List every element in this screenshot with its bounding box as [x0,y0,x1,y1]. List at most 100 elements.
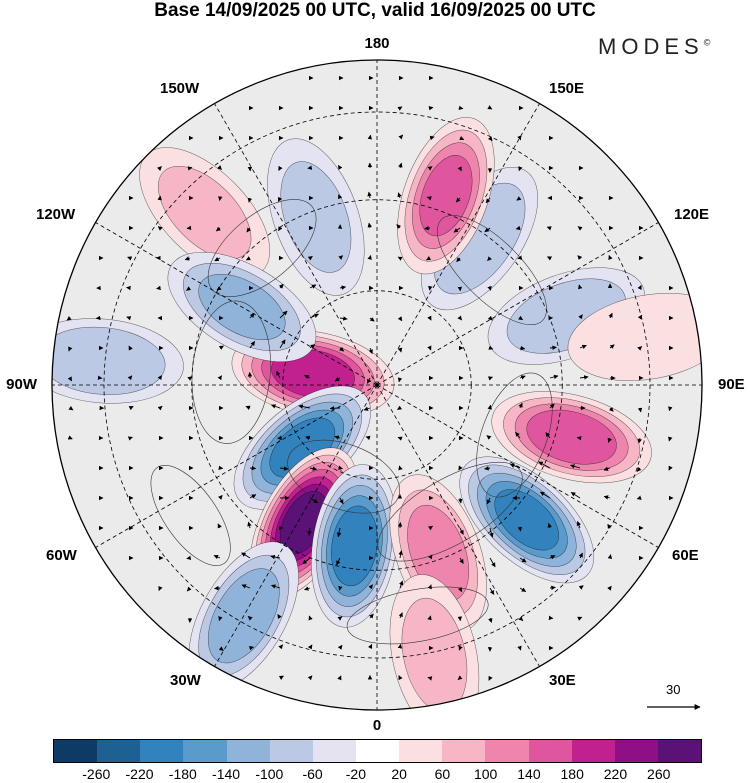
wind-vector-arrow [459,135,465,141]
wind-vector-arrow [484,227,491,233]
wind-vector-arrow [307,527,312,536]
wind-vector-arrow [303,586,311,591]
graticule [52,60,702,710]
wind-vector-arrow [637,407,643,413]
wind-vector-arrow [249,494,257,499]
wind-vector-arrow [636,466,642,472]
wind-vector-arrow [278,675,284,680]
wind-vector-arrow [577,616,583,621]
wind-vector-arrow [576,521,582,529]
meridian-line [214,103,378,386]
colorbar-segment [54,740,98,762]
colorbar-segment [97,740,141,762]
wind-vector-arrow [427,345,432,351]
wind-vector-arrow [636,495,642,500]
wind-vector-arrow [241,584,251,589]
colorbar-segment [399,740,443,762]
wind-vector-arrow [455,197,461,203]
map-title: Base 14/09/2025 00 UTC, valid 16/09/2025… [154,0,596,21]
coastline [436,215,547,326]
wind-vector-arrow [157,375,163,381]
wind-vector-arrow [278,226,283,232]
wind-vector-arrow [369,613,374,619]
wind-vector-arrow [457,166,462,172]
wind-vector-arrow [458,465,463,471]
wind-vector-arrow [184,256,191,261]
wind-vector-arrow [278,644,283,650]
wind-vector-arrow [396,224,402,229]
meridian-line [376,384,540,667]
wind-vector-arrow [459,527,464,535]
wind-vector-arrow [157,226,163,231]
wind-vector-arrow [519,345,526,351]
wind-vector-arrow [517,526,523,532]
wind-vector-arrow [249,645,254,651]
wind-vector-arrow [397,377,403,383]
wind-vector-arrow [279,466,289,471]
wind-vector-arrow [127,256,133,261]
wind-vector-arrow [337,165,343,171]
colorbar-tick-label: 180 [560,766,584,782]
wind-vector-arrow [367,222,373,229]
meridian-line [95,384,378,548]
wind-vector-arrow [270,554,281,560]
wind-vector-arrow [247,616,253,621]
meridian-line [214,384,378,667]
wind-vector-arrow [578,314,583,320]
wind-vector-arrow [365,435,371,441]
wind-vector-arrow [519,557,527,563]
wind-vector-arrow [457,587,463,593]
wind-vector-arrow [126,316,132,321]
colorbar-tick-label: 100 [473,766,498,782]
wind-vector-arrow [214,585,221,591]
wind-vector-arrow [128,405,134,411]
modes-logo: MODES© [598,34,710,60]
wind-vector-arrow [668,465,673,471]
wind-vector-arrow [367,191,372,199]
brand-name: MODES [598,34,704,59]
wind-vector-arrow [218,616,223,622]
wind-vector-arrow [607,554,613,560]
wind-vector-arrow [338,585,343,591]
wind-vector-arrow [424,225,431,231]
colorbar-segment [183,740,227,762]
wind-vector-arrow [66,315,72,321]
meridian-line [376,222,659,386]
wind-vector-arrow [489,527,494,538]
colorbar-segment [269,740,313,762]
wind-vector-arrow [398,134,404,140]
wind-vector-arrow [398,162,403,169]
wind-vector-arrow [518,166,523,172]
wind-vector-arrow [298,404,311,409]
lon-label-150w: 150W [160,80,200,97]
wind-vector-arrow [334,435,341,440]
wind-vector-arrow [457,675,463,681]
wind-vector-arrow [338,465,343,470]
wind-vector-arrow [577,226,583,231]
wind-vector-arrow [398,550,403,559]
wind-vector-arrow [127,436,133,441]
wind-vector-arrow [397,256,403,261]
wind-vector-arrow [247,521,252,529]
wind-vector-arrow [549,374,559,380]
wind-vector-arrow [487,376,493,381]
brand-copyright-mark: © [703,37,711,48]
wind-vector-arrow [546,226,552,231]
wind-vector-arrow [545,432,551,439]
wind-vector-arrow [484,466,491,471]
negative-anomaly-cell [233,385,371,510]
wind-vector-arrow [607,437,612,443]
wind-vector-arrow [276,370,281,379]
wind-vector-arrow [457,497,463,504]
wind-vector-arrow [337,644,343,650]
wind-vector-arrow [397,192,402,199]
wind-vector-arrow [668,436,673,442]
wind-vector-arrow [186,286,192,291]
colorbar-segment [571,740,615,762]
wind-vector-arrow [517,645,522,651]
wind-vector-arrow [368,347,373,355]
positive-anomaly-cell [389,574,480,710]
wind-vector-arrow [246,227,252,233]
wind-vector-arrow [637,314,643,320]
wind-vector-arrow [157,405,163,411]
